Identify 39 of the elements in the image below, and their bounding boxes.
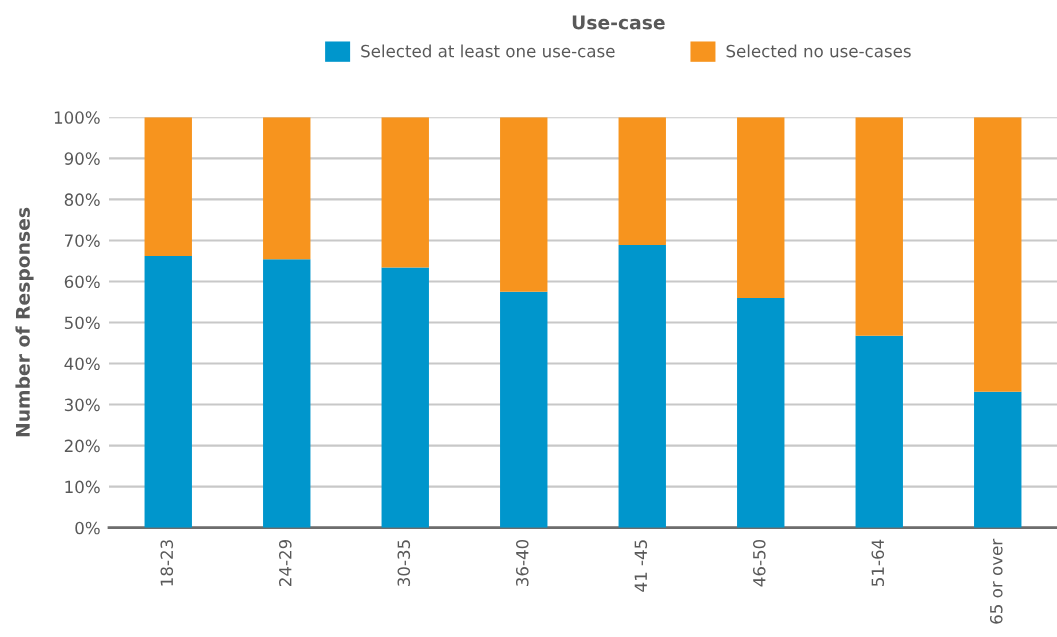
bar xyxy=(974,391,1022,528)
legend-label: Selected at least one use-case xyxy=(361,44,615,58)
bar xyxy=(144,256,192,528)
x-tick-label: 30-35 xyxy=(397,540,411,586)
x-tick-label: 46-50 xyxy=(752,539,766,587)
bar xyxy=(263,259,311,528)
x-tick-label: 18-23 xyxy=(160,540,174,586)
bar xyxy=(618,117,666,245)
y-tick-label: 20% xyxy=(64,439,100,453)
x-tick-label: 36-40 xyxy=(515,539,529,586)
y-tick-label: 80% xyxy=(64,193,100,206)
bar xyxy=(737,297,785,528)
legend-label: Selected no use-cases xyxy=(726,44,911,58)
legend-title: Use-case xyxy=(572,15,665,30)
bar xyxy=(263,117,311,260)
y-tick-label: 30% xyxy=(64,398,100,412)
bar xyxy=(855,117,903,336)
x-tick-label: 65 or over xyxy=(989,538,1003,624)
x-tick-label: 24-29 xyxy=(278,539,292,587)
bar xyxy=(144,117,192,257)
bar xyxy=(855,335,903,528)
y-axis-title: Number of Responses xyxy=(15,207,34,437)
y-tick-label: 40% xyxy=(64,357,100,371)
x-tick-label: 51-64 xyxy=(871,539,885,586)
bar xyxy=(381,117,429,268)
y-tick-label: 10% xyxy=(65,480,100,494)
y-tick-label: 50% xyxy=(64,316,100,330)
y-tick-label: 60% xyxy=(64,275,100,289)
y-tick-label: 90% xyxy=(64,152,100,165)
bar xyxy=(381,267,429,528)
bar xyxy=(737,117,785,298)
x-tick-label: 41 -45 xyxy=(634,540,648,592)
bar xyxy=(974,117,1022,392)
y-tick-label: 0% xyxy=(75,521,100,535)
bar xyxy=(500,117,548,292)
y-tick-label: 70% xyxy=(64,234,100,247)
bar xyxy=(500,291,548,528)
bar xyxy=(618,244,666,528)
y-tick-label: 100% xyxy=(54,111,100,124)
